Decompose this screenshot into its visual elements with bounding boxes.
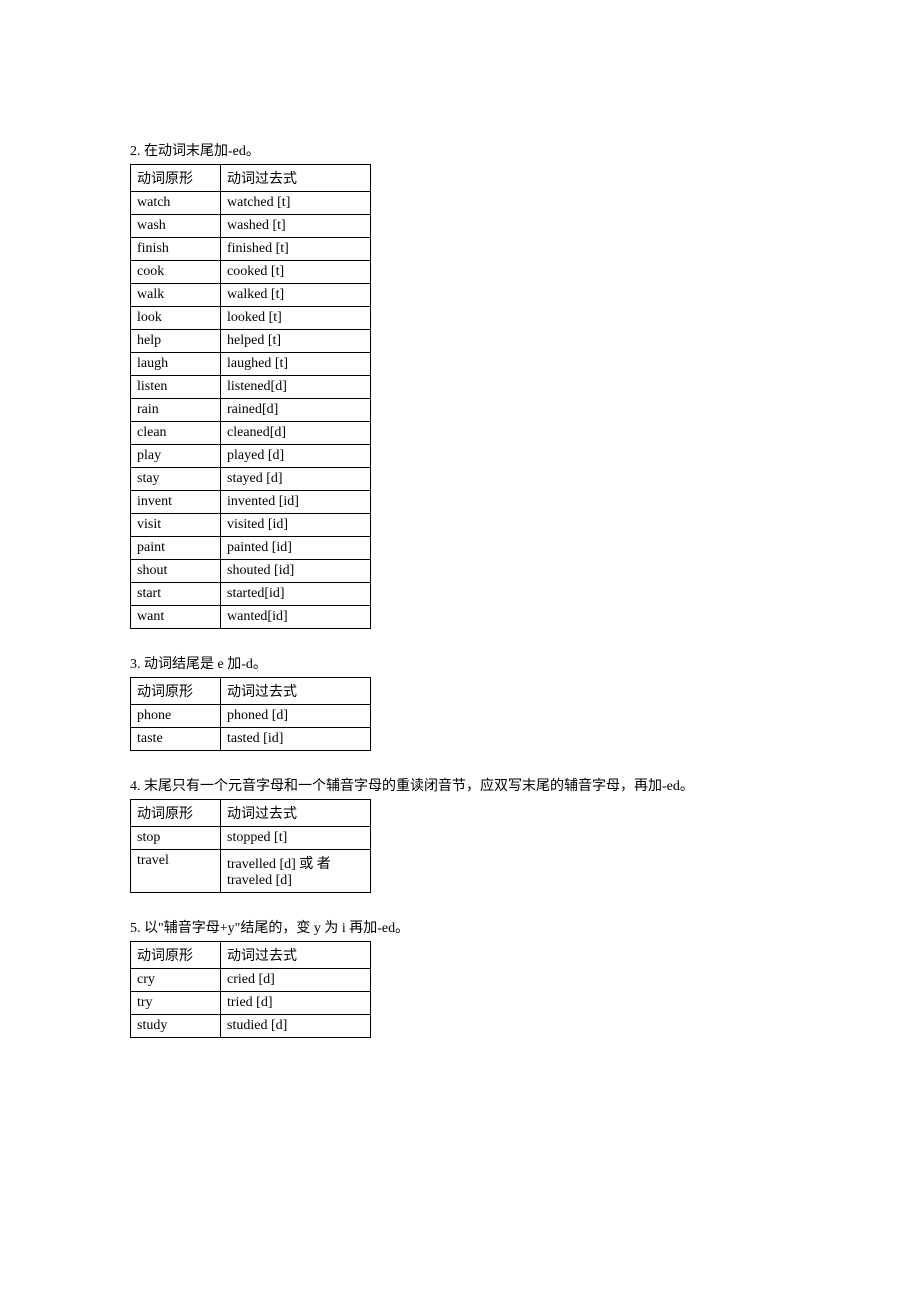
table-row: paintpainted [id] <box>131 537 371 560</box>
cell: tried [d] <box>221 992 371 1015</box>
cell: walked [t] <box>221 284 371 307</box>
cell: finish <box>131 238 221 261</box>
header-cell: 动词原形 <box>131 800 221 827</box>
cell: studied [d] <box>221 1015 371 1038</box>
cell: cry <box>131 969 221 992</box>
cell: started[id] <box>221 583 371 606</box>
cell: stayed [d] <box>221 468 371 491</box>
verb-table-3: 动词原形 动词过去式 phonephoned [d] tastetasted [… <box>130 677 371 751</box>
cell: listen <box>131 376 221 399</box>
section-title: 4. 末尾只有一个元音字母和一个辅音字母的重读闭音节，应双写末尾的辅音字母，再加… <box>130 775 800 795</box>
cell: play <box>131 445 221 468</box>
cell: invent <box>131 491 221 514</box>
table-row: cleancleaned[d] <box>131 422 371 445</box>
header-cell: 动词原形 <box>131 678 221 705</box>
cell: study <box>131 1015 221 1038</box>
table-row: playplayed [d] <box>131 445 371 468</box>
header-cell: 动词原形 <box>131 942 221 969</box>
cell: washed [t] <box>221 215 371 238</box>
table-row: studystudied [d] <box>131 1015 371 1038</box>
table-row: looklooked [t] <box>131 307 371 330</box>
verb-table-5: 动词原形 动词过去式 crycried [d] trytried [d] stu… <box>130 941 371 1038</box>
cell: paint <box>131 537 221 560</box>
cell: wash <box>131 215 221 238</box>
cell: shouted [id] <box>221 560 371 583</box>
header-cell: 动词过去式 <box>221 800 371 827</box>
table-header-row: 动词原形 动词过去式 <box>131 678 371 705</box>
cell: look <box>131 307 221 330</box>
cell: painted [id] <box>221 537 371 560</box>
cell: travelled [d] 或 者 traveled [d] <box>221 850 371 893</box>
cell: phoned [d] <box>221 705 371 728</box>
table-header-row: 动词原形 动词过去式 <box>131 942 371 969</box>
verb-table-4: 动词原形 动词过去式 stopstopped [t] traveltravell… <box>130 799 371 893</box>
table-row: walkwalked [t] <box>131 284 371 307</box>
cell: played [d] <box>221 445 371 468</box>
header-cell: 动词过去式 <box>221 942 371 969</box>
section-title: 3. 动词结尾是 e 加-d。 <box>130 653 800 673</box>
cell: cleaned[d] <box>221 422 371 445</box>
table-header-row: 动词原形 动词过去式 <box>131 800 371 827</box>
table-row: trytried [d] <box>131 992 371 1015</box>
table-row: helphelped [t] <box>131 330 371 353</box>
table-header-row: 动词原形 动词过去式 <box>131 165 371 192</box>
table-row: crycried [d] <box>131 969 371 992</box>
table-row: cookcooked [t] <box>131 261 371 284</box>
cell: phone <box>131 705 221 728</box>
cell: looked [t] <box>221 307 371 330</box>
cell: tasted [id] <box>221 728 371 751</box>
cell: want <box>131 606 221 629</box>
document-page: 2. 在动词末尾加-ed。 动词原形 动词过去式 watchwatched [t… <box>0 0 920 1138</box>
table-row: phonephoned [d] <box>131 705 371 728</box>
table-row: shoutshouted [id] <box>131 560 371 583</box>
cell: start <box>131 583 221 606</box>
cell: helped [t] <box>221 330 371 353</box>
cell: try <box>131 992 221 1015</box>
section-title: 2. 在动词末尾加-ed。 <box>130 140 800 160</box>
table-row: washwashed [t] <box>131 215 371 238</box>
cell: help <box>131 330 221 353</box>
cell: rained[d] <box>221 399 371 422</box>
cell: visit <box>131 514 221 537</box>
cell: travel <box>131 850 221 893</box>
cell: laugh <box>131 353 221 376</box>
table-row: wantwanted[id] <box>131 606 371 629</box>
table-row: inventinvented [id] <box>131 491 371 514</box>
cell: cooked [t] <box>221 261 371 284</box>
cell: laughed [t] <box>221 353 371 376</box>
table-row: watchwatched [t] <box>131 192 371 215</box>
table-row: tastetasted [id] <box>131 728 371 751</box>
cell: taste <box>131 728 221 751</box>
cell: walk <box>131 284 221 307</box>
cell: listened[d] <box>221 376 371 399</box>
section-title: 5. 以"辅音字母+y"结尾的，变 y 为 i 再加-ed。 <box>130 917 800 937</box>
header-cell: 动词过去式 <box>221 165 371 192</box>
header-cell: 动词原形 <box>131 165 221 192</box>
table-row: startstarted[id] <box>131 583 371 606</box>
table-row: rainrained[d] <box>131 399 371 422</box>
table-row: finishfinished [t] <box>131 238 371 261</box>
header-cell: 动词过去式 <box>221 678 371 705</box>
table-row: listenlistened[d] <box>131 376 371 399</box>
cell: stop <box>131 827 221 850</box>
cell: stopped [t] <box>221 827 371 850</box>
table-row: stopstopped [t] <box>131 827 371 850</box>
cell: finished [t] <box>221 238 371 261</box>
cell: visited [id] <box>221 514 371 537</box>
cell: watch <box>131 192 221 215</box>
cell: wanted[id] <box>221 606 371 629</box>
cell: clean <box>131 422 221 445</box>
cell: cried [d] <box>221 969 371 992</box>
verb-table-2: 动词原形 动词过去式 watchwatched [t] washwashed [… <box>130 164 371 629</box>
cell: cook <box>131 261 221 284</box>
table-row: visitvisited [id] <box>131 514 371 537</box>
cell: rain <box>131 399 221 422</box>
table-row: staystayed [d] <box>131 468 371 491</box>
cell: watched [t] <box>221 192 371 215</box>
cell: stay <box>131 468 221 491</box>
cell: invented [id] <box>221 491 371 514</box>
table-row: laughlaughed [t] <box>131 353 371 376</box>
table-row: traveltravelled [d] 或 者 traveled [d] <box>131 850 371 893</box>
cell: shout <box>131 560 221 583</box>
